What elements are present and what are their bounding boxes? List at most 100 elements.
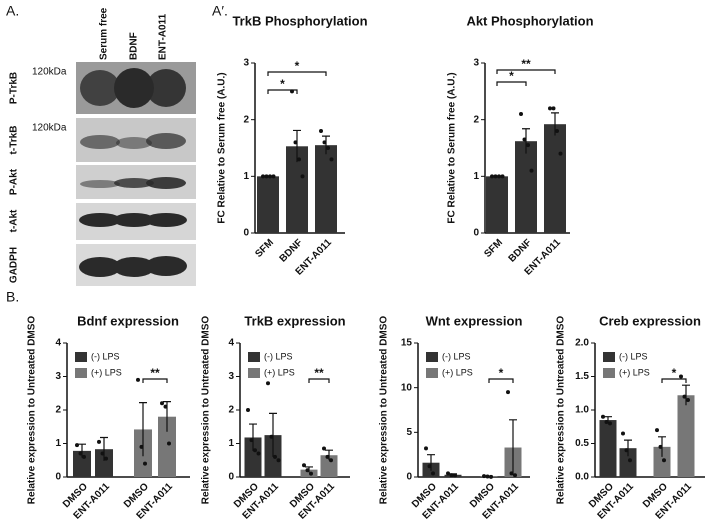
data-point [490,174,494,179]
significance-label: * [295,59,300,73]
chart-title: TrkB expression [244,313,345,328]
data-point [558,151,563,156]
data-point [453,473,457,478]
y-tick-label: 2 [55,405,61,416]
bar [320,455,338,477]
y-tick-label: 4 [228,338,234,349]
blot-column: ENT-A011 [158,13,169,60]
chart-title: TrkB Phosphorylation [232,13,367,28]
bar [257,176,279,233]
data-point [449,473,454,478]
y-tick-label: 1 [228,438,234,449]
data-point [551,106,556,111]
data-point [682,394,687,399]
blot-row: P-Akt [9,168,20,195]
y-axis-label: FC Relative to Serum free (A.U.) [217,72,228,223]
blot: Serum free BDNF ENT-A011 P-TrkB t-TrkB P… [9,7,196,286]
bar [619,448,637,477]
bar [286,146,308,233]
data-point [97,439,101,444]
data-point [482,474,486,479]
data-point [269,434,274,439]
data-point [253,448,257,453]
significance-bracket [308,378,330,383]
data-point [302,463,306,468]
bar [300,469,318,477]
data-point [431,471,435,476]
y-tick-label: 0 [228,472,234,483]
legend-label: (-) LPS [91,351,120,361]
error-bar [78,443,86,458]
bar [95,449,113,477]
y-tick-label: 1.5 [575,371,589,382]
data-point [305,468,310,473]
y-tick-label: 3 [55,371,61,382]
significance-label: ** [521,57,531,71]
bar [158,416,176,477]
data-point [100,451,105,456]
data-point [143,461,147,466]
bar [244,437,262,477]
significance-bracket [142,378,168,383]
significance-label: ** [314,366,324,380]
data-point [319,129,323,133]
data-point [297,157,301,162]
data-point [322,140,327,145]
significance-bracket [496,81,527,86]
data-point [322,446,326,451]
y-tick-label: 3 [228,371,234,382]
legend-swatch [75,368,87,378]
error-bar [269,412,277,457]
y-tick-label: 1 [473,171,479,182]
y-tick-label: 2.0 [575,338,589,349]
bar [315,145,337,233]
data-point [519,112,523,116]
data-point [273,454,277,459]
x-tick-label: BDNF [507,237,534,264]
significance-label: * [280,77,285,91]
y-axis-label: Relative expression to Untreated DMSO [379,316,390,505]
chart-title: Wnt expression [426,313,523,328]
data-point [485,474,490,479]
data-point [300,174,305,179]
error-bar [293,129,301,163]
bar [599,420,617,477]
legend-swatch [248,368,260,378]
significance-bracket [267,71,327,76]
data-point [427,464,432,469]
data-point [686,397,690,402]
data-point [276,458,281,463]
data-point [489,474,493,479]
y-tick-label: 0 [473,228,479,239]
blot-marker: 120kDa [32,123,67,134]
y-tick-label: 0 [243,228,249,239]
significance-label: * [509,69,514,83]
legend-label: (-) LPS [442,351,471,361]
legend-label: (-) LPS [264,351,293,361]
legend-swatch [603,352,615,362]
data-point [601,414,605,419]
y-axis-label: Relative expression to Untreated DMSO [201,316,212,505]
data-point [555,129,559,133]
error-bar [551,112,559,136]
data-point [497,174,501,179]
significance-label: * [672,366,677,380]
y-tick-label: 2 [473,114,479,125]
panel-label: A′. [212,3,228,19]
y-tick-label: 2 [243,114,249,125]
y-axis-label: Relative expression to Untreated DMSO [556,316,567,505]
blot-bands [79,68,187,277]
data-point [329,458,333,463]
data-point [655,428,659,433]
y-axis-label: Relative expression to Untreated DMSO [27,316,38,505]
data-point [509,471,514,476]
bar [73,450,91,477]
data-point [293,140,298,145]
error-bar [322,135,330,155]
y-tick-label: 1 [55,438,61,449]
blot-column: BDNF [129,32,140,60]
data-point [658,444,663,449]
data-point [329,157,334,162]
bar [677,395,695,477]
data-point [548,106,552,111]
